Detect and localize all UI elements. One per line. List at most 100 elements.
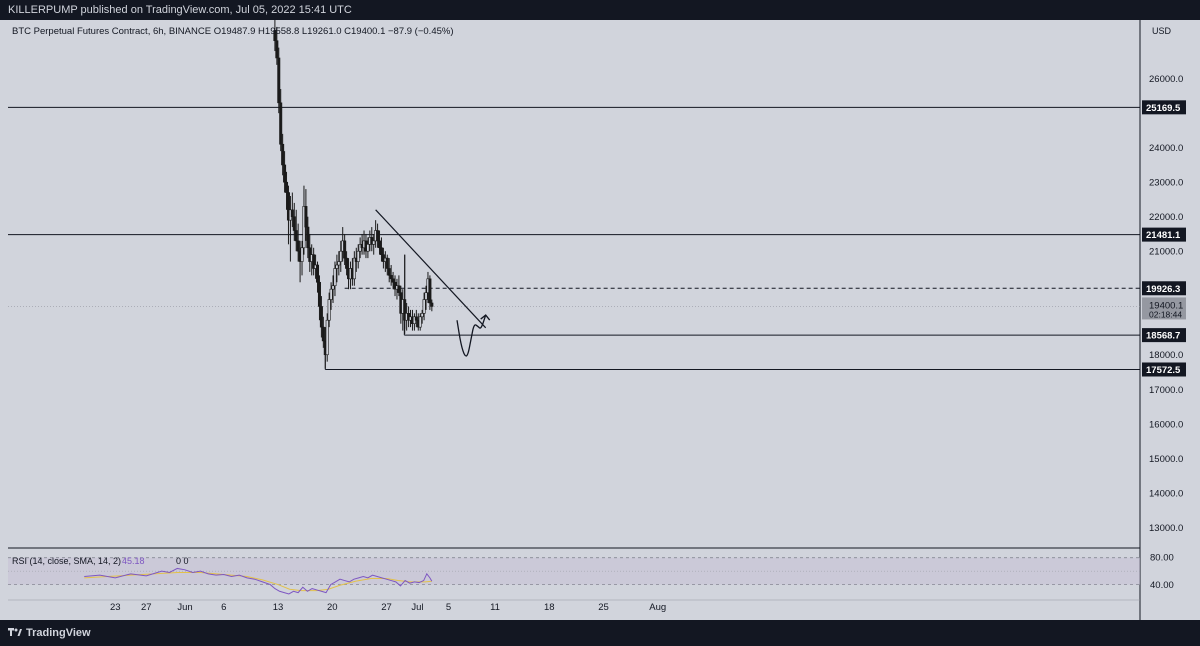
chart-gridlines xyxy=(0,20,1141,620)
rsi-legend-value: 45.18 xyxy=(122,556,145,566)
candle-body xyxy=(337,261,341,266)
candle-body xyxy=(422,299,426,314)
rsi-axis-label: 40.00 xyxy=(1150,580,1174,591)
level-price-tag[interactable] xyxy=(1142,281,1186,296)
tradingview-logo[interactable]: TradingView xyxy=(8,627,91,639)
candle-body xyxy=(376,230,380,242)
time-tick-label: 27 xyxy=(141,602,152,613)
price-tick-label: 17000.0 xyxy=(1149,385,1183,396)
candle-body xyxy=(300,247,304,262)
chart-area[interactable]: USD 13000.0 14000.0 15000.0 16000.0 17000.0 18… xyxy=(0,20,1200,620)
time-tick-label: 11 xyxy=(490,602,500,613)
candle-body xyxy=(325,319,329,356)
rsi-legend-extra: 0 0 xyxy=(176,556,189,566)
footer-bar: TradingView xyxy=(0,620,1200,646)
candle-body xyxy=(414,316,418,321)
price-tick-label: 16000.0 xyxy=(1149,419,1183,430)
candle-body xyxy=(352,257,356,280)
time-tick-label: 23 xyxy=(110,602,121,613)
price-tick-label: 24000.0 xyxy=(1149,143,1183,154)
current-price-label: 19400.1 xyxy=(1149,300,1183,311)
time-axis[interactable]: 23 27 Jun 6 13 20 27 Jul 5 11 18 25 Aug xyxy=(110,602,666,613)
rsi-band xyxy=(8,557,1140,585)
level-price-tag[interactable] xyxy=(1142,328,1186,343)
horizontal-levels[interactable] xyxy=(8,106,1140,370)
candle-body xyxy=(389,275,393,280)
candle-body xyxy=(430,302,434,307)
descending-trendline[interactable] xyxy=(375,209,487,329)
current-price-tag[interactable] xyxy=(1142,297,1186,320)
candle-body xyxy=(275,40,279,59)
candle-body xyxy=(294,230,298,242)
candle-body xyxy=(372,240,376,245)
chart-legend: BTC Perpetual Futures Contract, 6h, BINA… xyxy=(12,26,454,566)
tradingview-brand: TradingView xyxy=(26,627,91,639)
price-tick-label: 21000.0 xyxy=(1149,247,1183,258)
candle-body xyxy=(321,326,325,342)
candle-body xyxy=(385,257,389,269)
candle-body xyxy=(387,268,391,276)
price-tick-label: 22000.0 xyxy=(1149,212,1183,223)
candle-body xyxy=(335,264,339,269)
price-tick-label: 13000.0 xyxy=(1149,523,1183,534)
price-tick-label: 26000.0 xyxy=(1149,74,1183,85)
rsi-line xyxy=(84,567,433,595)
level-price-tag[interactable] xyxy=(1142,100,1186,115)
plot-background xyxy=(0,20,1140,620)
price-chart[interactable]: USD 13000.0 14000.0 15000.0 16000.0 17000.0 18… xyxy=(0,20,1200,620)
rsi-pane[interactable] xyxy=(8,557,1140,595)
time-tick-label: 20 xyxy=(327,602,338,613)
ohlc-legend: BTC Perpetual Futures Contract, 6h, BINA… xyxy=(12,26,454,37)
time-tick-label: 6 xyxy=(221,602,226,613)
rsi-ma-line xyxy=(84,571,432,592)
candle-body xyxy=(329,288,333,300)
level-price-label: 18568.7 xyxy=(1146,331,1180,342)
candle-body xyxy=(304,206,308,228)
candlestick-series xyxy=(273,20,434,369)
candle-body xyxy=(345,257,349,269)
candle-countdown: 02:18:44 xyxy=(1149,309,1182,319)
time-tick-label: Jun xyxy=(177,602,192,613)
level-price-label: 19926.3 xyxy=(1146,284,1180,295)
projected-path[interactable] xyxy=(456,314,487,357)
price-tick-label: 23000.0 xyxy=(1149,178,1183,189)
candle-body xyxy=(331,285,335,290)
candle-body xyxy=(420,313,424,318)
published-bar: KILLERPUMP published on TradingView.com,… xyxy=(0,0,1200,20)
price-tick-label: 15000.0 xyxy=(1149,454,1183,465)
candle-body xyxy=(418,316,422,328)
candle-body xyxy=(279,102,283,145)
candle-body xyxy=(319,306,323,328)
candle-body xyxy=(306,226,310,249)
candle-body xyxy=(424,292,428,300)
candle-body xyxy=(428,278,432,304)
tradingview-logo-icon xyxy=(8,628,22,636)
candle-body xyxy=(339,250,343,262)
rsi-axis-label: 80.00 xyxy=(1150,553,1174,564)
time-tick-label: Jul xyxy=(411,602,423,613)
price-axis[interactable]: USD 13000.0 14000.0 15000.0 16000.0 17000.0 18… xyxy=(1142,26,1186,591)
candle-body xyxy=(292,216,296,231)
projected-path-arrowhead xyxy=(480,314,491,321)
candle-body xyxy=(281,143,285,166)
level-price-label: 25169.5 xyxy=(1146,103,1181,114)
time-tick-label: 27 xyxy=(381,602,392,613)
level-price-tag[interactable] xyxy=(1142,362,1186,377)
candle-body xyxy=(296,240,300,252)
candle-body xyxy=(366,244,370,252)
currency-label: USD xyxy=(1152,26,1172,36)
candle-body xyxy=(285,181,289,193)
candle-body xyxy=(273,30,277,42)
candle-body xyxy=(327,299,331,321)
candle-body xyxy=(356,250,360,262)
level-price-label: 21481.1 xyxy=(1146,230,1181,241)
candle-body xyxy=(286,192,290,221)
price-tick-label: 18000.0 xyxy=(1149,350,1183,361)
rsi-legend-label: RSI (14, close, SMA, 14, 2) xyxy=(12,556,121,566)
time-tick-label: 5 xyxy=(446,602,451,613)
candle-body xyxy=(403,299,407,321)
candle-body xyxy=(378,240,382,249)
candle-body xyxy=(333,268,337,287)
candle-body xyxy=(343,240,347,259)
level-price-tag[interactable] xyxy=(1142,227,1186,242)
